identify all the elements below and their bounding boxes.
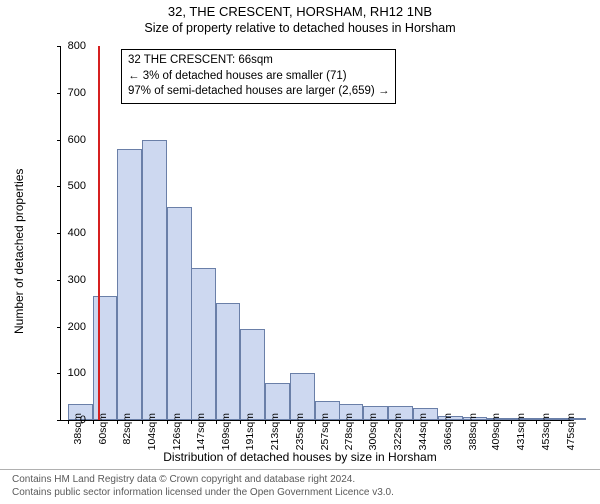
x-tick-label: 191sqm [244, 413, 256, 450]
x-tick-label: 169sqm [220, 413, 232, 450]
x-tick-mark [339, 420, 340, 424]
x-tick-mark [315, 420, 316, 424]
property-marker-line [98, 46, 100, 420]
x-tick-mark [117, 420, 118, 424]
y-tick-mark [57, 93, 61, 94]
x-tick-label: 126sqm [171, 413, 183, 450]
x-tick-label: 409sqm [490, 413, 502, 450]
chart-plot-area: 32 THE CRESCENT: 66sqm ← 3% of detached … [60, 46, 571, 421]
x-tick-mark [93, 420, 94, 424]
y-tick-label: 700 [68, 87, 86, 99]
x-tick-mark [486, 420, 487, 424]
annotation-line2: ← 3% of detached houses are smaller (71) [128, 69, 389, 85]
y-tick-label: 800 [68, 40, 86, 52]
page-title: 32, THE CRESCENT, HORSHAM, RH12 1NB [0, 4, 600, 19]
x-tick-mark [413, 420, 414, 424]
x-tick-label: 257sqm [319, 413, 331, 450]
x-tick-mark [463, 420, 464, 424]
y-tick-label: 500 [68, 180, 86, 192]
x-tick-mark [68, 420, 69, 424]
y-tick-label: 600 [68, 134, 86, 146]
attribution-footer: Contains HM Land Registry data © Crown c… [0, 469, 600, 502]
y-tick-label: 200 [68, 321, 86, 333]
x-tick-label: 213sqm [269, 413, 281, 450]
x-tick-mark [290, 420, 291, 424]
chart-subtitle: Size of property relative to detached ho… [0, 21, 600, 35]
histogram-bar [191, 268, 216, 420]
histogram-bar [93, 296, 118, 420]
x-tick-mark [561, 420, 562, 424]
x-tick-label: 388sqm [467, 413, 479, 450]
histogram-bar [240, 329, 265, 420]
y-tick-mark [57, 233, 61, 234]
x-tick-mark [438, 420, 439, 424]
x-tick-label: 322sqm [392, 413, 404, 450]
y-axis-label: Number of detached properties [12, 169, 26, 334]
annotation-box: 32 THE CRESCENT: 66sqm ← 3% of detached … [121, 49, 396, 104]
annotation-line1: 32 THE CRESCENT: 66sqm [128, 53, 389, 69]
y-tick-mark [57, 420, 61, 421]
y-tick-mark [57, 140, 61, 141]
x-tick-label: 147sqm [195, 413, 207, 450]
x-tick-mark [511, 420, 512, 424]
x-tick-label: 235sqm [294, 413, 306, 450]
histogram-bar [142, 140, 167, 421]
x-tick-label: 431sqm [515, 413, 527, 450]
y-tick-label: 100 [68, 367, 86, 379]
x-tick-mark [216, 420, 217, 424]
footer-line1: Contains HM Land Registry data © Crown c… [12, 473, 588, 486]
x-tick-label: 366sqm [442, 413, 454, 450]
x-tick-label: 300sqm [367, 413, 379, 450]
x-tick-label: 278sqm [343, 413, 355, 450]
y-tick-mark [57, 327, 61, 328]
y-tick-label: 400 [68, 227, 86, 239]
x-tick-label: 344sqm [417, 413, 429, 450]
x-tick-mark [536, 420, 537, 424]
y-tick-mark [57, 373, 61, 374]
footer-line2: Contains public sector information licen… [12, 486, 588, 499]
x-tick-mark [240, 420, 241, 424]
y-tick-label: 0 [80, 414, 86, 426]
y-tick-mark [57, 186, 61, 187]
histogram-bar [216, 303, 241, 420]
x-tick-label: 475sqm [565, 413, 577, 450]
histogram-bar [117, 149, 142, 420]
histogram-bar [167, 207, 192, 420]
x-tick-mark [167, 420, 168, 424]
x-tick-label: 104sqm [146, 413, 158, 450]
y-tick-mark [57, 280, 61, 281]
x-tick-mark [265, 420, 266, 424]
x-tick-label: 453sqm [540, 413, 552, 450]
y-tick-mark [57, 46, 61, 47]
y-tick-label: 300 [68, 274, 86, 286]
x-tick-mark [191, 420, 192, 424]
annotation-line3: 97% of semi-detached houses are larger (… [128, 84, 389, 100]
x-tick-mark [363, 420, 364, 424]
x-tick-mark [142, 420, 143, 424]
x-axis-label: Distribution of detached houses by size … [0, 450, 600, 464]
x-tick-mark [388, 420, 389, 424]
x-tick-label: 82sqm [121, 413, 133, 445]
